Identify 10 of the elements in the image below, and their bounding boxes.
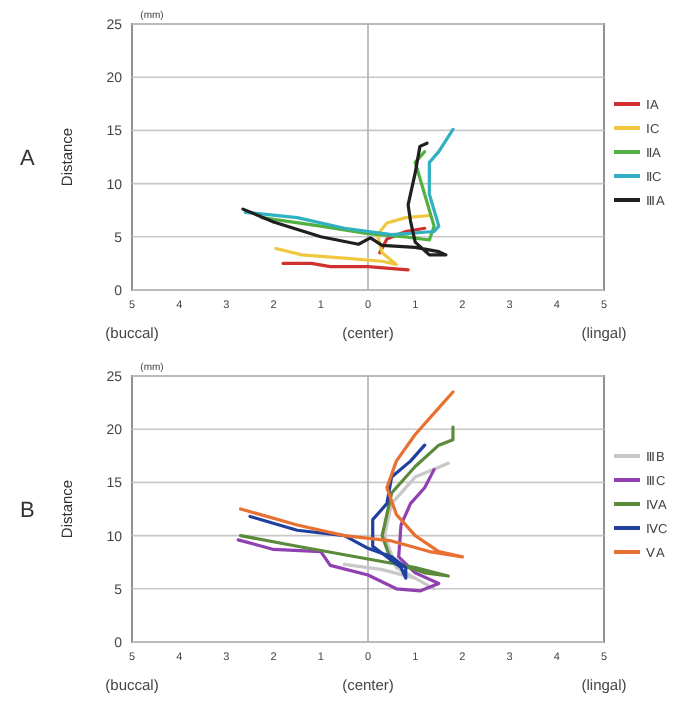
line-series	[238, 390, 464, 559]
line-series	[241, 141, 448, 257]
line-series	[236, 468, 441, 593]
line-series	[238, 425, 455, 578]
text: B	[20, 499, 35, 523]
line-series	[274, 213, 431, 267]
text: A	[20, 147, 36, 171]
line-series	[248, 443, 427, 580]
line-series	[243, 127, 455, 237]
line-series	[260, 150, 436, 242]
